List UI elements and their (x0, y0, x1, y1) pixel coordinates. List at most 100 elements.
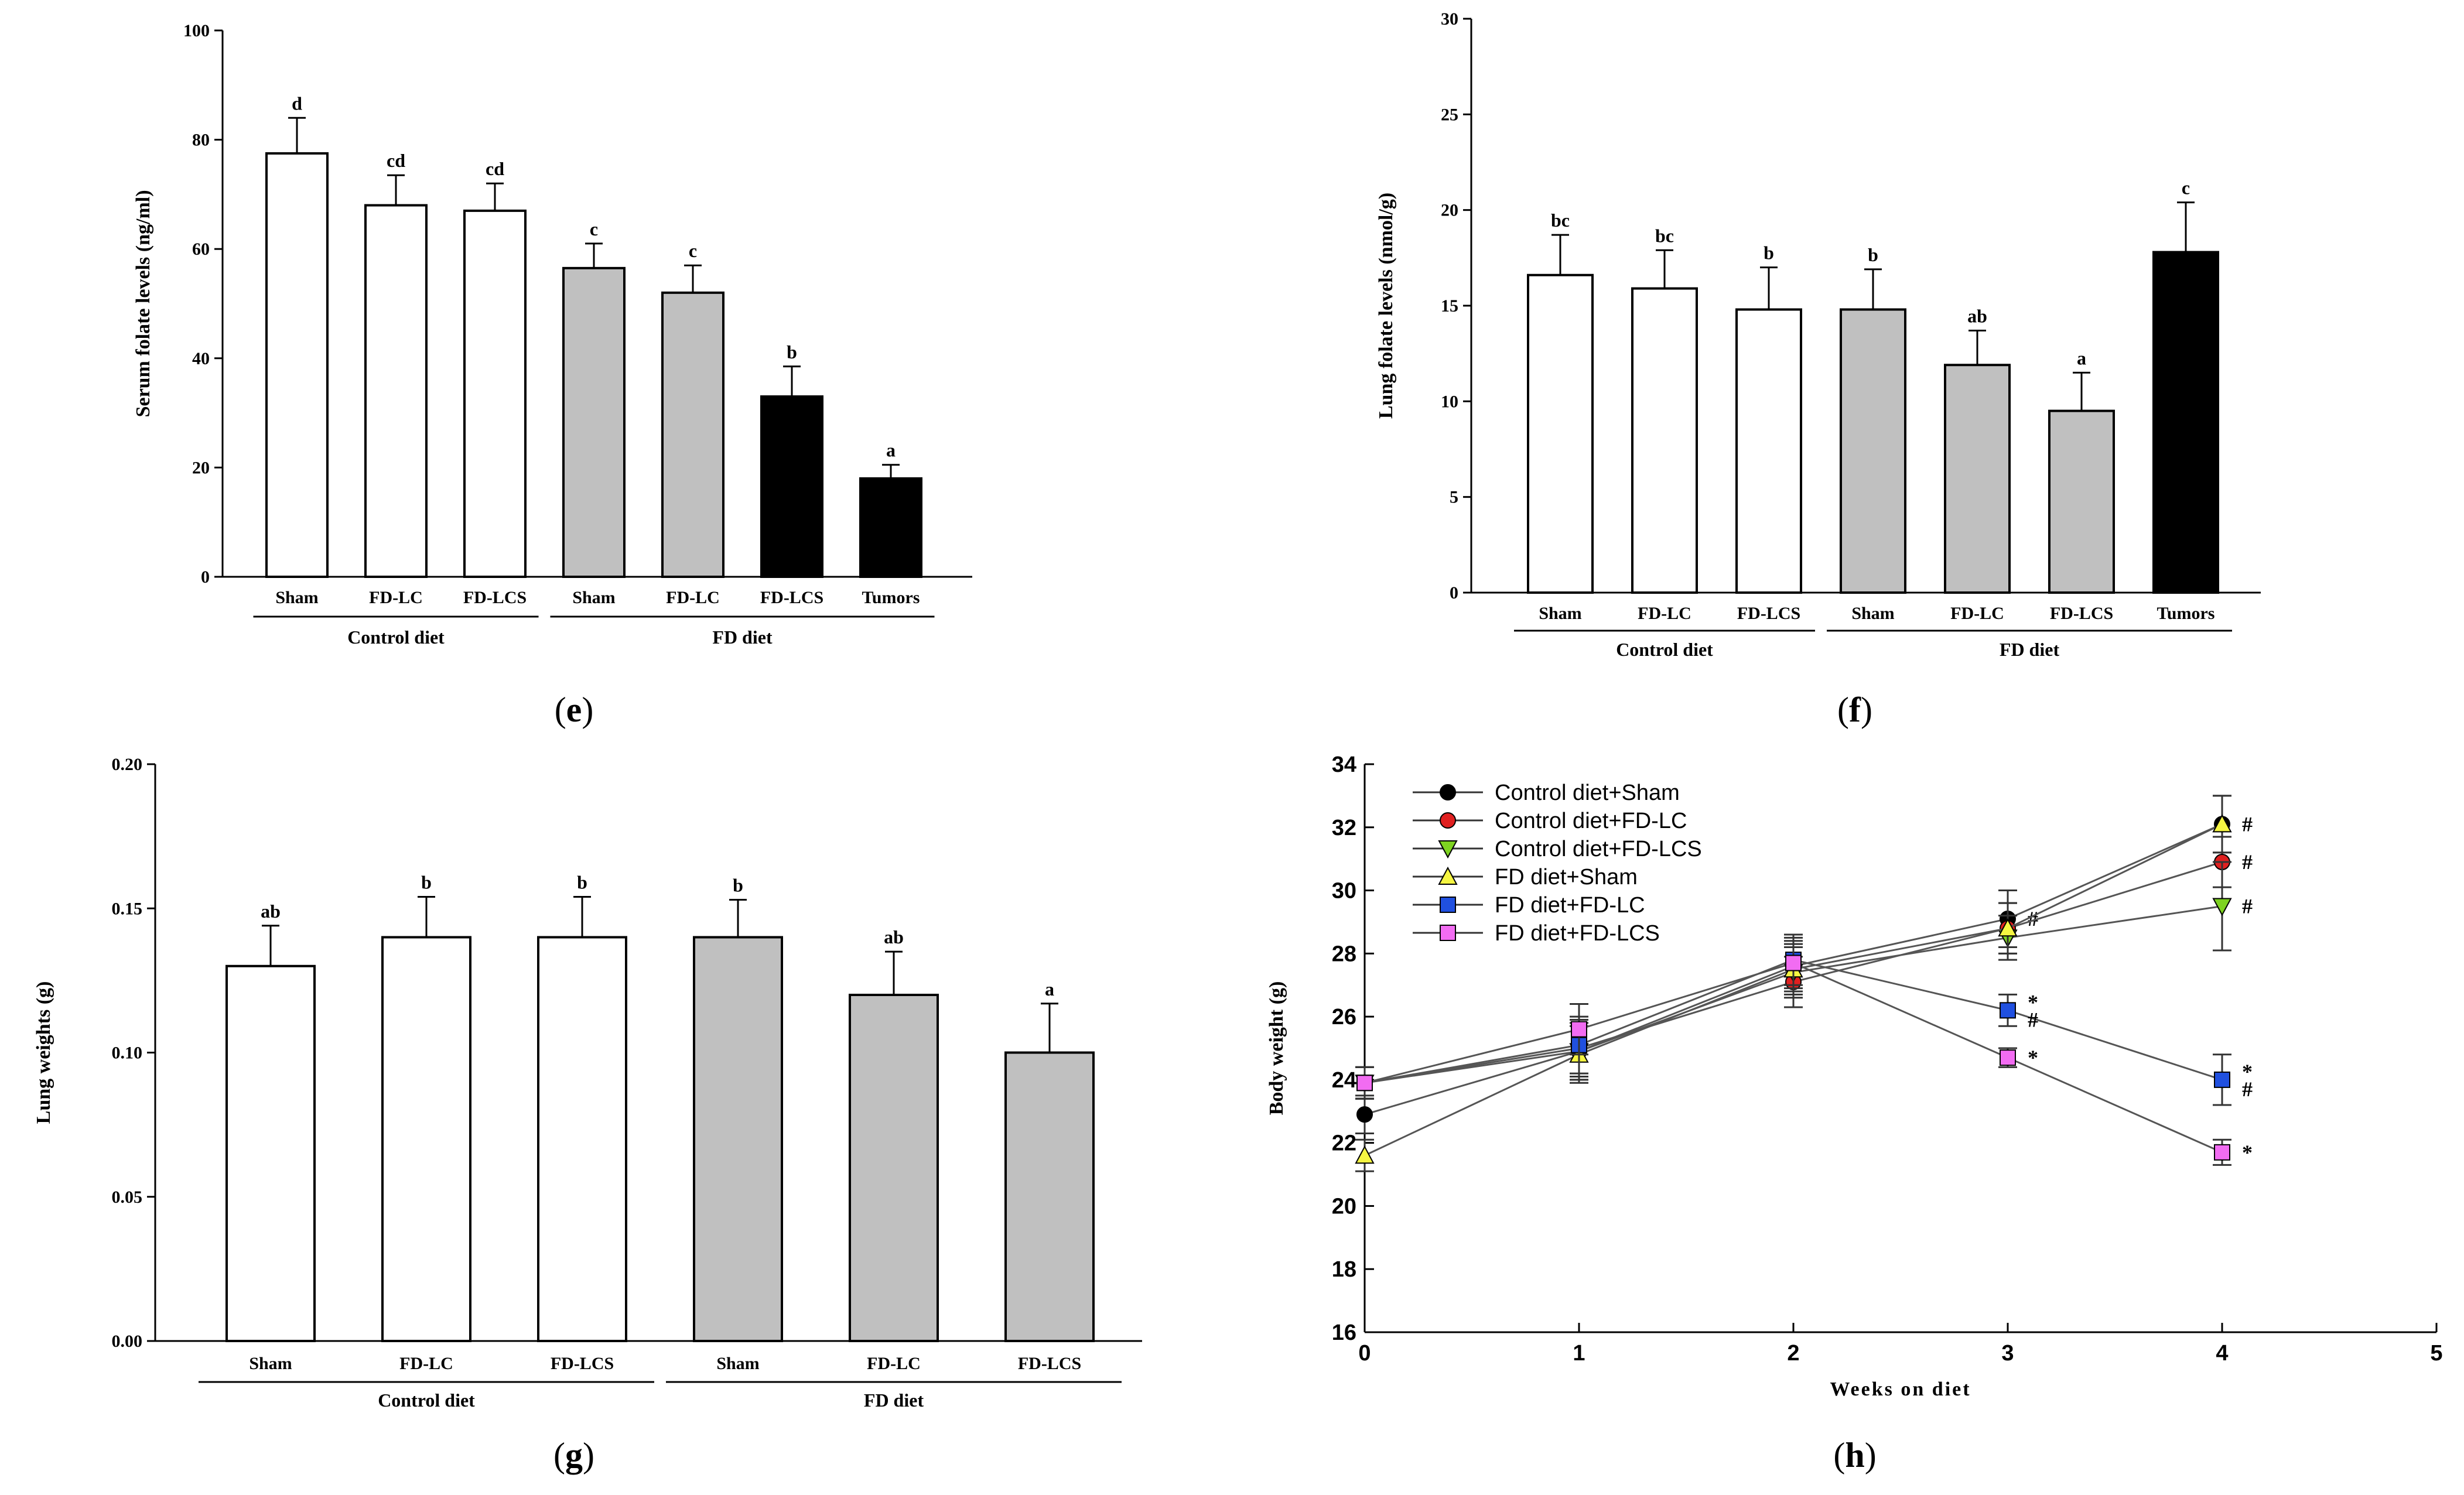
category-label: FD-LC (399, 1354, 453, 1373)
x-axis-title: Weeks on diet (1830, 1378, 1971, 1400)
panel-label-h: (h) (1833, 1436, 1876, 1475)
y-tick-label: 32 (1332, 816, 1356, 840)
y-tick-label: 0.00 (112, 1332, 143, 1351)
x-tick-label: 0 (1358, 1341, 1371, 1366)
legend-label: FD diet+FD-LC (1495, 893, 1645, 918)
group-label: FD diet (864, 1390, 924, 1411)
data-point (1356, 1106, 1373, 1123)
legend-label: Control diet+FD-LCS (1495, 837, 1702, 861)
significance-label: b (1764, 242, 1774, 264)
category-label: Sham (716, 1354, 759, 1373)
category-label: FD-LCS (760, 588, 823, 607)
y-tick-label: 60 (192, 240, 210, 259)
y-axis-title: Body weight (g) (1266, 981, 1287, 1116)
bar (364, 204, 428, 578)
bar (463, 209, 527, 578)
significance-label: c (689, 240, 697, 261)
bar (859, 477, 922, 578)
y-axis-title: Serum folate levels (ng/ml) (132, 190, 154, 417)
chart-f: 0 5 10 15 20 25 30 Lung folate levels (nmol/g) b… (1375, 9, 2261, 660)
significance-mark: # (2242, 1077, 2253, 1101)
data-point (2212, 898, 2232, 916)
significance-label: b (421, 872, 432, 893)
y-tick-label: 26 (1332, 1005, 1356, 1029)
y-tick-label: 0.05 (112, 1188, 143, 1207)
y-tick-label: 28 (1332, 942, 1356, 966)
legend-marker (1440, 784, 1456, 800)
group-label: Control diet (1616, 639, 1713, 660)
series-control-diet-sham: ## (1355, 795, 2253, 1134)
y-tick-label: 34 (1332, 752, 1356, 777)
bar (537, 936, 627, 1342)
significance-label: ab (261, 901, 281, 922)
chart-e: 0 20 40 60 80 100 Serum folate levels (ng/ml) d… (132, 21, 972, 648)
significance-label: bc (1551, 210, 1570, 231)
significance-label: d (292, 93, 302, 114)
y-tick-label: 18 (1332, 1257, 1356, 1282)
y-tick-label: 0.10 (112, 1044, 143, 1063)
bar (1004, 1051, 1095, 1342)
legend-label: Control diet+FD-LC (1495, 809, 1687, 833)
significance-mark: # (2028, 1008, 2038, 1031)
y-tick-label: 0 (1450, 583, 1458, 603)
y-tick-label: 24 (1332, 1068, 1356, 1093)
significance-label: b (787, 341, 797, 362)
group-label: FD diet (712, 627, 773, 648)
panel-label-e: (e) (555, 690, 594, 729)
category-label: Sham (1851, 604, 1894, 623)
category-label: FD-LCS (2050, 604, 2113, 623)
bar (1735, 308, 1802, 594)
y-tick-label: 80 (192, 131, 210, 150)
group-label: Control diet (378, 1390, 475, 1411)
significance-mark: # (2242, 812, 2253, 836)
y-tick-label: 20 (1441, 201, 1458, 220)
significance-label: cd (387, 150, 405, 171)
legend-marker (1438, 866, 1458, 885)
y-tick-label: 0.15 (112, 899, 143, 918)
category-label: Sham (275, 588, 318, 607)
legend-label: FD diet+Sham (1495, 865, 1638, 890)
significance-mark: * (2028, 1046, 2038, 1069)
x-tick-label: 4 (2216, 1341, 2228, 1366)
x-tick-label: 2 (1787, 1341, 1799, 1366)
significance-label: ab (1967, 305, 1987, 326)
y-tick-label: 100 (183, 21, 210, 40)
legend-label: Control diet+Sham (1495, 781, 1680, 805)
data-point (2000, 1049, 2016, 1066)
bar (661, 291, 724, 578)
significance-mark: # (2242, 895, 2253, 918)
x-tick-label: 1 (1573, 1341, 1585, 1366)
category-label: FD-LC (1950, 604, 2004, 623)
y-tick-label: 30 (1332, 879, 1356, 904)
significance-label: b (733, 874, 743, 895)
category-label: FD-LCS (1737, 604, 1800, 623)
bar (849, 994, 939, 1342)
panel-label-g: (g) (553, 1436, 594, 1475)
significance-label: b (577, 872, 587, 893)
significance-label: a (1045, 979, 1054, 1000)
bar (562, 266, 626, 579)
significance-label: cd (486, 158, 504, 179)
y-tick-label: 10 (1441, 392, 1458, 411)
y-tick-label: 0.20 (112, 755, 143, 774)
y-axis-title: Lung weights (g) (33, 981, 54, 1124)
y-axis-title: Lung folate levels (nmol/g) (1375, 193, 1397, 419)
y-tick-label: 40 (192, 349, 210, 368)
significance-label: c (590, 218, 598, 240)
data-point (1355, 1145, 1375, 1164)
significance-label: c (2182, 177, 2190, 199)
data-point (1785, 955, 1802, 971)
data-point (1356, 1075, 1373, 1092)
category-label: Sham (1539, 604, 1581, 623)
bar (225, 964, 316, 1342)
bar (381, 936, 471, 1342)
significance-mark: * (2242, 1060, 2253, 1083)
category-label: Tumors (2157, 604, 2215, 623)
category-label: Tumors (862, 588, 920, 607)
significance-label: a (886, 440, 896, 461)
bar (1840, 308, 1906, 594)
series-fd-diet-fd-lcs: ** (1355, 936, 2253, 1166)
legend-marker (1440, 812, 1456, 829)
data-point (2214, 1071, 2230, 1088)
